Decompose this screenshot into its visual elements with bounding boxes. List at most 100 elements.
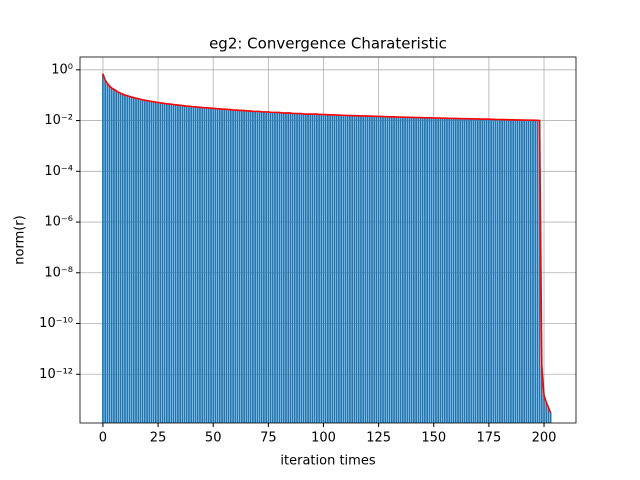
bar xyxy=(465,118,468,424)
bar xyxy=(291,113,294,423)
bar xyxy=(245,110,248,424)
bar xyxy=(170,104,173,423)
bar xyxy=(190,106,193,424)
bar xyxy=(549,412,552,423)
bar xyxy=(218,108,221,424)
bar xyxy=(536,120,539,423)
bar xyxy=(304,114,307,423)
bar xyxy=(479,119,481,424)
bar xyxy=(212,108,215,423)
bar xyxy=(174,104,177,423)
bar xyxy=(333,114,336,423)
bar xyxy=(205,107,208,424)
bar xyxy=(364,115,367,424)
bar xyxy=(349,115,351,424)
bar xyxy=(446,118,448,423)
bar xyxy=(452,118,455,423)
y-tick-label: 10⁻¹² xyxy=(39,367,73,382)
bar xyxy=(327,114,329,423)
bar xyxy=(428,117,431,424)
bar xyxy=(395,116,398,423)
bar xyxy=(287,112,290,424)
bar xyxy=(340,115,343,423)
bar xyxy=(488,119,490,423)
bar xyxy=(399,117,402,423)
bar xyxy=(430,117,433,423)
bar xyxy=(362,115,365,423)
bar xyxy=(353,115,356,423)
bar xyxy=(368,116,371,424)
bar xyxy=(324,114,327,423)
bar xyxy=(214,108,217,423)
bar xyxy=(166,103,168,424)
bar xyxy=(223,109,226,423)
bar xyxy=(410,117,413,423)
bar xyxy=(540,366,543,423)
bar xyxy=(148,101,151,423)
bar xyxy=(302,114,305,423)
bar xyxy=(192,106,195,423)
bar xyxy=(315,114,318,423)
bar xyxy=(216,108,219,424)
bar xyxy=(210,108,212,423)
bar xyxy=(159,102,162,423)
bar xyxy=(329,114,331,423)
bar xyxy=(481,119,484,424)
bar xyxy=(335,115,338,424)
y-tick-label: 10⁻⁶ xyxy=(44,215,73,230)
bar xyxy=(201,107,204,423)
bar xyxy=(417,117,420,423)
bar xyxy=(298,113,301,423)
bar xyxy=(185,106,188,423)
bar xyxy=(454,118,457,423)
x-tick-label: 75 xyxy=(260,431,277,446)
bar xyxy=(234,110,237,423)
bar xyxy=(183,105,186,424)
bar xyxy=(355,115,358,423)
bar xyxy=(154,102,157,423)
bar xyxy=(124,95,126,424)
bar xyxy=(249,110,252,424)
bar xyxy=(276,112,279,424)
bar xyxy=(260,111,263,424)
bar xyxy=(501,119,504,423)
plot-frame xyxy=(79,56,577,424)
bar xyxy=(371,116,373,423)
bar xyxy=(351,115,354,423)
bar xyxy=(463,118,466,424)
bar xyxy=(296,113,298,423)
bar xyxy=(393,116,395,424)
bar xyxy=(390,116,393,424)
bar xyxy=(527,120,530,423)
x-tick-label: 175 xyxy=(476,431,501,446)
bar xyxy=(258,111,261,423)
bar xyxy=(104,79,107,423)
bar xyxy=(406,117,409,424)
bar xyxy=(435,118,437,424)
bar xyxy=(221,109,223,423)
bar xyxy=(146,100,148,423)
bar xyxy=(470,118,473,423)
bar xyxy=(141,99,144,423)
bar xyxy=(490,119,492,423)
bar xyxy=(311,114,314,423)
bar xyxy=(516,119,519,424)
bar xyxy=(492,119,495,423)
y-axis-label: norm(r) xyxy=(13,215,28,264)
bar xyxy=(338,115,340,424)
bar xyxy=(188,106,190,423)
bar xyxy=(135,98,137,423)
bar xyxy=(280,112,283,424)
bar xyxy=(346,115,349,424)
bar xyxy=(225,109,228,423)
bar xyxy=(459,118,462,423)
bar xyxy=(472,118,475,423)
bar xyxy=(443,118,446,424)
bar xyxy=(331,114,334,423)
bar xyxy=(102,73,104,423)
bar xyxy=(236,110,239,423)
bar xyxy=(150,101,153,423)
bar xyxy=(252,111,254,423)
bar xyxy=(172,104,175,423)
